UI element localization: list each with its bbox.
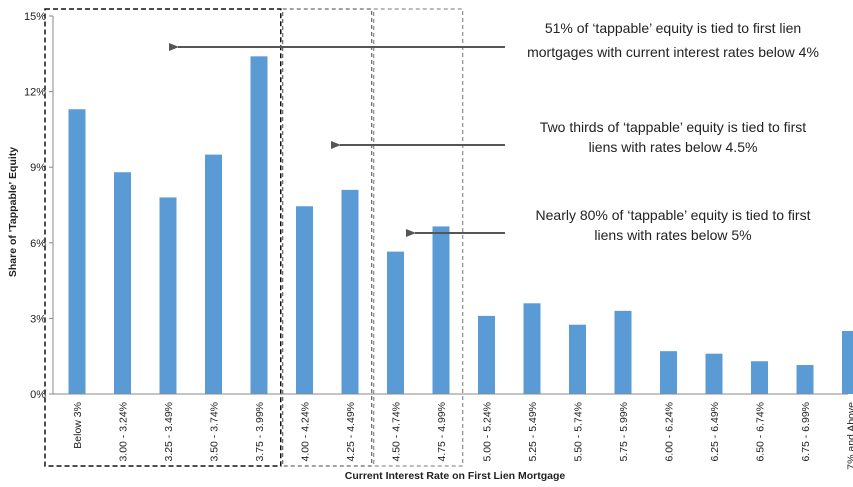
group-box xyxy=(44,8,282,467)
category-label: 6.50 - 6.74% xyxy=(755,402,767,462)
category-label: 4.00 - 4.24% xyxy=(300,402,312,462)
category-label: 5.75 - 5.99% xyxy=(618,402,630,462)
bar xyxy=(523,303,541,394)
category-label: 4.75 - 4.99% xyxy=(436,402,448,462)
bar xyxy=(250,56,268,394)
annotation-text: 51% of ‘tappable’ equity is tied to firs… xyxy=(545,20,801,36)
bar xyxy=(569,324,586,394)
group-box xyxy=(282,8,373,467)
annotation-text: Two thirds of ‘tappable’ equity is tied … xyxy=(540,119,807,135)
annotation-text: liens with rates below 4.5% xyxy=(589,139,758,155)
category-label: 3.00 - 3.24% xyxy=(118,402,130,462)
y-tick-label: 9% xyxy=(30,162,46,174)
bar xyxy=(205,154,222,394)
bar xyxy=(296,206,313,394)
category-label: 3.25 - 3.49% xyxy=(163,402,175,462)
category-label: 3.75 - 3.99% xyxy=(254,402,266,462)
y-tick-label: 12% xyxy=(24,87,46,99)
annotation-text: liens with rates below 5% xyxy=(594,227,751,243)
y-axis-title: Share of 'Tappable' Equity xyxy=(7,147,19,277)
annotations: 51% of ‘tappable’ equity is tied to firs… xyxy=(169,20,819,243)
bar xyxy=(614,310,632,394)
y-tick-labels: 0% 3% 6% 9% 12% 15% xyxy=(24,11,46,401)
bar xyxy=(432,226,450,394)
axes xyxy=(49,15,848,395)
bar xyxy=(68,109,86,395)
y-tick-label: 3% xyxy=(30,313,46,325)
bar xyxy=(341,189,359,394)
bar xyxy=(660,351,677,394)
category-labels: Below 3% 3.00 - 3.24% 3.25 - 3.49% 3.50 - 3… xyxy=(72,402,853,470)
bar xyxy=(751,361,768,394)
category-label: 7% and Above xyxy=(846,402,853,470)
y-tick-label: 6% xyxy=(30,238,46,250)
category-label: 5.25 - 5.49% xyxy=(527,402,539,462)
group-boxes xyxy=(44,8,464,467)
category-label: 5.50 - 5.74% xyxy=(573,402,585,462)
bar xyxy=(387,251,404,394)
category-label: Below 3% xyxy=(72,402,84,449)
annotation-text: Nearly 80% of ‘tappable’ equity is tied … xyxy=(536,207,811,223)
bars xyxy=(68,56,853,395)
category-label: 5.00 - 5.24% xyxy=(482,402,494,462)
category-label: 6.00 - 6.24% xyxy=(664,402,676,462)
bar xyxy=(478,315,495,394)
category-label: 4.25 - 4.49% xyxy=(345,402,357,462)
x-axis-title: Current Interest Rate on First Lien Mort… xyxy=(345,470,566,482)
category-label: 6.75 - 6.99% xyxy=(800,402,812,462)
bar xyxy=(114,172,131,394)
annotation-text: mortgages with current interest rates be… xyxy=(527,44,819,60)
y-tick-label: 15% xyxy=(24,11,46,23)
bar xyxy=(842,331,853,394)
category-label: 3.50 - 3.74% xyxy=(209,402,221,462)
bar xyxy=(159,197,177,394)
bar xyxy=(705,353,723,394)
group-box xyxy=(373,8,464,467)
bar xyxy=(796,365,814,394)
y-tick-label: 0% xyxy=(30,389,46,401)
category-label: 6.25 - 6.49% xyxy=(709,402,721,462)
category-label: 4.50 - 4.74% xyxy=(391,402,403,462)
